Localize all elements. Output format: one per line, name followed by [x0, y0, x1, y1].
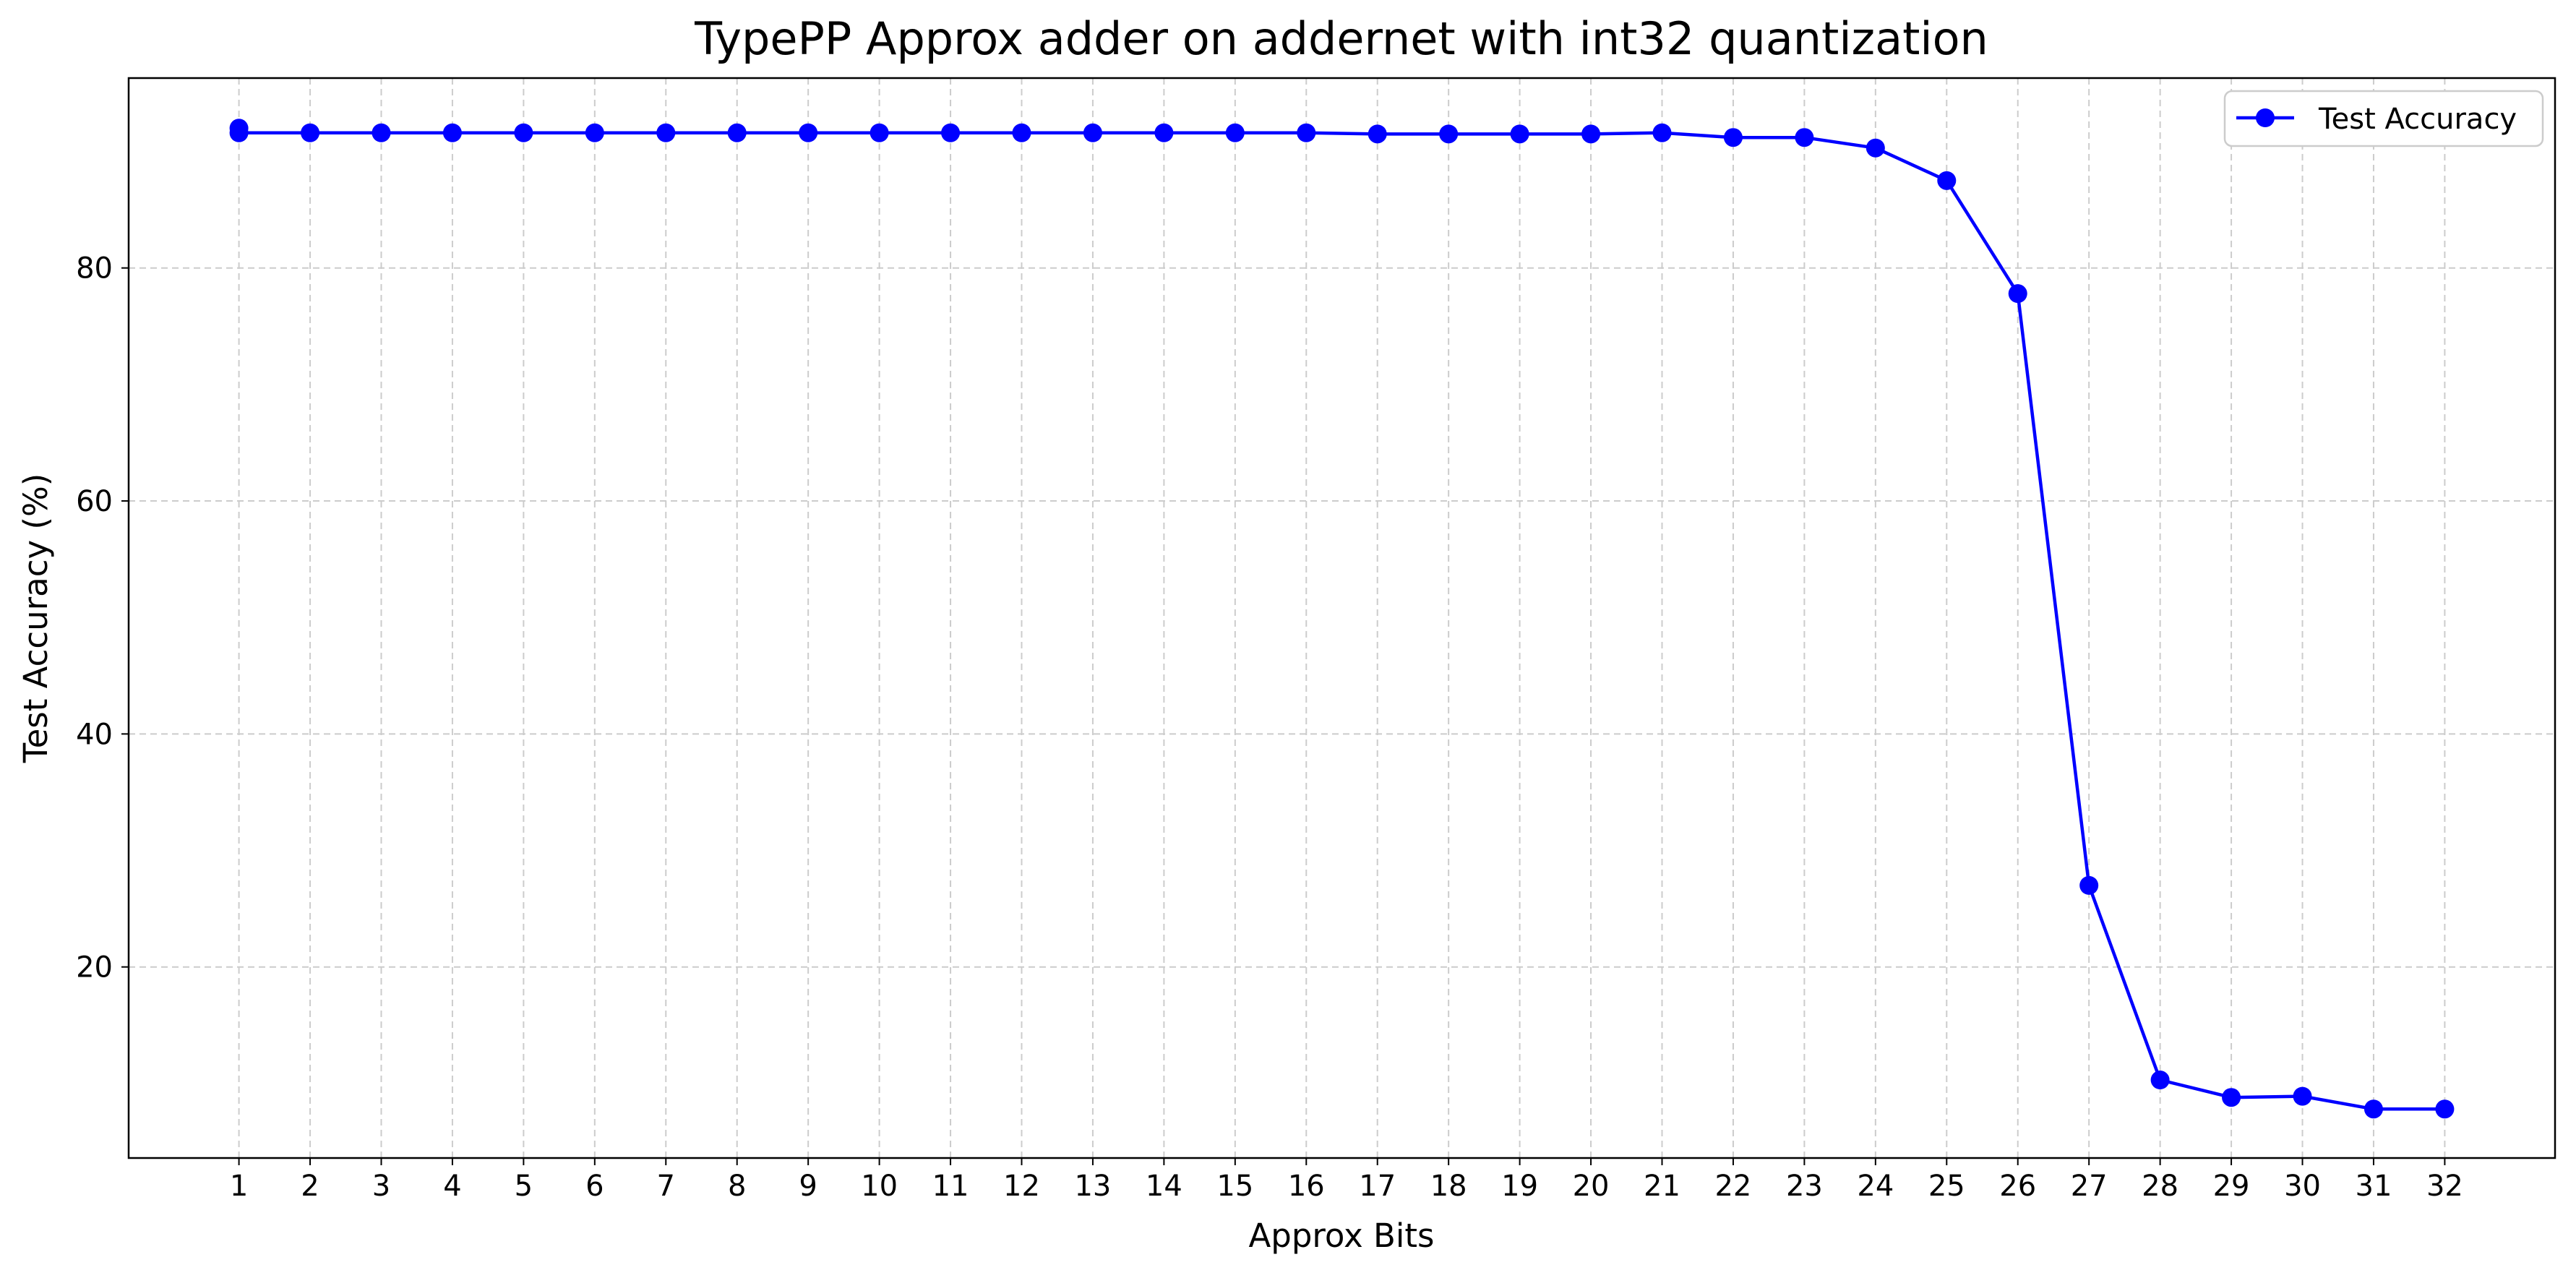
grid [129, 78, 2555, 1158]
data-point [1510, 124, 1529, 144]
data-point [1866, 138, 1885, 158]
x-tick-label: 19 [1501, 1170, 1538, 1203]
x-tick-label: 21 [1644, 1170, 1680, 1203]
data-point [1154, 123, 1174, 142]
legend-marker [2256, 108, 2275, 127]
series-layer [229, 119, 2455, 1119]
x-tick-label: 1 [230, 1170, 248, 1203]
data-point [1012, 123, 1031, 142]
x-tick-label: 7 [657, 1170, 675, 1203]
data-point [2008, 284, 2027, 304]
data-point [514, 123, 533, 142]
x-axis-label: Approx Bits [1249, 1217, 1435, 1255]
data-point [1723, 128, 1743, 147]
data-point [870, 123, 889, 142]
x-tick-label: 3 [372, 1170, 390, 1203]
y-tick-label: 40 [76, 718, 113, 751]
x-tick-label: 8 [728, 1170, 746, 1203]
x-tick-label: 4 [443, 1170, 461, 1203]
data-point [799, 123, 818, 142]
data-point [2079, 875, 2099, 895]
chart-title: TypePP Approx adder on addernet with int… [694, 12, 1988, 65]
x-tick-label: 24 [1857, 1170, 1894, 1203]
data-point [1297, 123, 1316, 142]
data-point [1581, 124, 1601, 144]
data-point [2364, 1099, 2383, 1119]
y-tick-label: 20 [76, 951, 113, 985]
data-point [2222, 1088, 2241, 1107]
data-point [442, 123, 462, 142]
x-tick-label: 25 [1928, 1170, 1965, 1203]
data-point [1083, 123, 1102, 142]
data-point [2150, 1071, 2170, 1090]
x-tick-label: 15 [1216, 1170, 1253, 1203]
data-point [1795, 128, 1814, 147]
x-tick-label: 22 [1714, 1170, 1751, 1203]
y-tick-label: 80 [76, 252, 113, 286]
data-point [1225, 123, 1245, 142]
data-point [1652, 123, 1672, 142]
x-tick-label: 12 [1003, 1170, 1040, 1203]
x-tick-label: 31 [2356, 1170, 2392, 1203]
plot-frame [127, 77, 2556, 1159]
x-tick-label: 9 [799, 1170, 817, 1203]
y-tick-label: 60 [76, 485, 113, 518]
data-point [372, 123, 391, 142]
data-point [229, 119, 249, 138]
data-point [941, 123, 961, 142]
x-tick-label: 11 [932, 1170, 969, 1203]
data-point [727, 123, 747, 142]
x-tick-label: 14 [1146, 1170, 1182, 1203]
x-tick-label: 6 [585, 1170, 604, 1203]
data-point [1368, 124, 1387, 144]
y-axis-label: Test Accuracy (%) [17, 473, 55, 764]
x-tick-label: 13 [1074, 1170, 1111, 1203]
x-tick-label: 17 [1359, 1170, 1396, 1203]
x-tick-label: 20 [1573, 1170, 1610, 1203]
x-tick-label: 26 [1999, 1170, 2036, 1203]
data-point [301, 123, 320, 142]
ticks: 1 2 3 4 5 6 7 8 9 10 11 12 13 14 15 16 17 18 19 20 21 22 23 24 2… [76, 252, 2463, 1203]
data-point [2435, 1099, 2455, 1119]
series-line [239, 131, 2445, 1111]
x-tick-label: 28 [2142, 1170, 2178, 1203]
data-point [1439, 124, 1459, 144]
x-tick-label: 10 [861, 1170, 898, 1203]
data-point [656, 123, 676, 142]
legend-label: Test Accuracy [2318, 103, 2517, 136]
x-tick-label: 27 [2071, 1170, 2108, 1203]
x-tick-label: 29 [2213, 1170, 2250, 1203]
legend: Test Accuracy [2223, 90, 2544, 147]
x-tick-label: 30 [2284, 1170, 2321, 1203]
data-point [1937, 171, 1957, 190]
x-tick-label: 2 [301, 1170, 319, 1203]
x-tick-label: 32 [2426, 1170, 2463, 1203]
x-tick-label: 23 [1786, 1170, 1823, 1203]
legend-box [2223, 90, 2544, 147]
x-tick-label: 18 [1430, 1170, 1467, 1203]
x-tick-label: 16 [1288, 1170, 1325, 1203]
x-tick-label: 5 [515, 1170, 533, 1203]
data-point [585, 123, 604, 142]
data-point [2293, 1086, 2312, 1106]
